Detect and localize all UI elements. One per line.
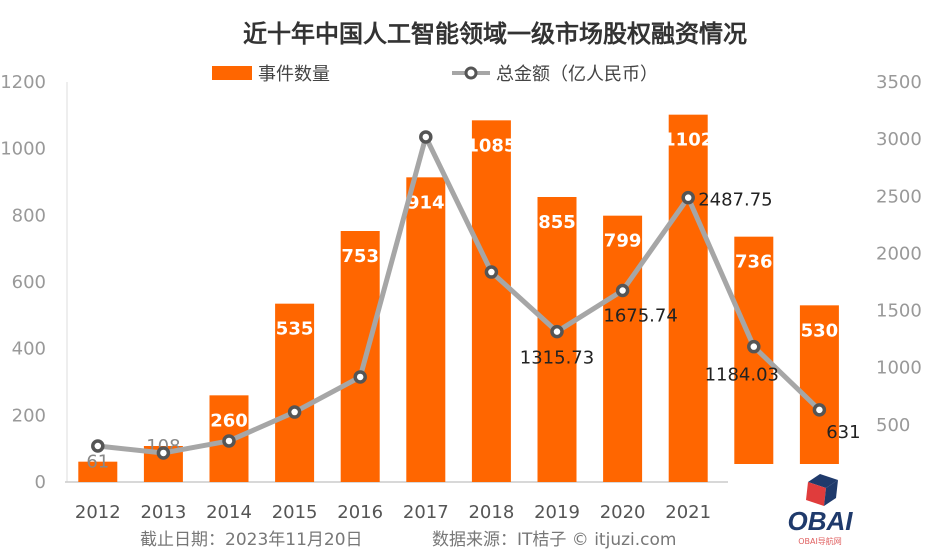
x-tick: 2012 <box>75 502 121 523</box>
bar-label: 914 <box>407 192 445 213</box>
bar <box>78 461 118 482</box>
bar <box>603 215 643 482</box>
y-right-tick: 500 <box>876 415 910 436</box>
footer-source: 数据来源：IT桔子 © itjuzi.com <box>432 530 676 550</box>
bar-label: 799 <box>604 231 642 252</box>
y-left-tick: 200 <box>12 405 46 426</box>
line-label: 1315.73 <box>520 348 594 369</box>
cube-icon: OBAI OBAI导航网 <box>788 474 854 546</box>
line-label: 1184.03 <box>705 365 779 386</box>
amount-line <box>97 134 822 456</box>
line-point <box>681 190 695 205</box>
line-point <box>550 324 564 339</box>
line-point <box>287 405 302 419</box>
line-point <box>156 446 171 460</box>
bar <box>471 120 511 482</box>
y-left-tick: 800 <box>12 205 46 226</box>
bar-label: 1085 <box>466 135 516 156</box>
legend: 事件数量 总金额（亿人民币） <box>212 64 658 85</box>
legend-bar-swatch <box>212 66 252 80</box>
bar-label: 1102 <box>663 130 713 151</box>
x-tick: 2014 <box>206 502 252 523</box>
x-tick: 2020 <box>600 502 646 523</box>
bar-label: 260 <box>210 410 248 431</box>
x-tick: 2013 <box>140 502 186 523</box>
x-tick: 2015 <box>272 502 318 523</box>
x-tick: 2017 <box>403 502 449 523</box>
line-point <box>812 403 827 417</box>
bar <box>340 231 380 482</box>
y-left-tick: 1000 <box>0 139 46 160</box>
line-point <box>747 339 761 354</box>
y-right-tick: 1500 <box>876 301 922 322</box>
chart-title: 近十年中国人工智能领域一级市场股权融资情况 <box>243 20 747 48</box>
bar <box>799 305 839 482</box>
y-right-tick: 3000 <box>876 129 922 150</box>
bar-label: 61 <box>86 452 109 473</box>
legend-bar-label: 事件数量 <box>258 64 330 85</box>
bar-label: 530 <box>801 320 839 341</box>
bar-label: 535 <box>276 319 314 340</box>
x-tick: 2019 <box>534 502 580 523</box>
y-right-tick: 2000 <box>876 243 922 264</box>
x-tick: 2018 <box>468 502 514 523</box>
line-point <box>419 130 433 144</box>
bar <box>668 114 708 483</box>
legend-line-label: 总金额（亿人民币） <box>496 64 658 85</box>
legend-line-marker <box>464 66 478 80</box>
line-point <box>484 265 499 279</box>
line-label: 1675.74 <box>603 305 677 326</box>
y-left-tick: 0 <box>35 472 46 493</box>
footer-date: 截止日期：2023年11月20日 <box>140 530 363 550</box>
y-left-tick: 400 <box>12 339 46 360</box>
y-left-tick: 1200 <box>0 72 46 93</box>
svg-text:OBAI导航网: OBAI导航网 <box>798 536 842 546</box>
line-point <box>222 434 236 448</box>
line-point <box>353 370 367 384</box>
bar-label: 736 <box>735 252 773 273</box>
bar <box>406 177 446 483</box>
x-tick: 2016 <box>337 502 383 523</box>
line-point <box>91 439 105 453</box>
y-left-tick: 600 <box>12 272 46 293</box>
x-tick: 2021 <box>665 502 711 523</box>
line-point <box>615 283 630 298</box>
obai-logo: OBAI OBAI导航网 <box>728 464 926 554</box>
bar <box>275 303 315 482</box>
y-right-tick: 2500 <box>876 186 922 207</box>
svg-text:OBAI: OBAI <box>788 506 854 536</box>
bar-label: 855 <box>538 212 576 233</box>
line-label: 2487.75 <box>698 190 772 211</box>
line-label: 631 <box>826 422 860 443</box>
bar-label: 753 <box>341 246 379 267</box>
y-right-tick: 1000 <box>876 358 922 379</box>
bar <box>537 197 577 482</box>
y-right-tick: 3500 <box>876 72 922 93</box>
